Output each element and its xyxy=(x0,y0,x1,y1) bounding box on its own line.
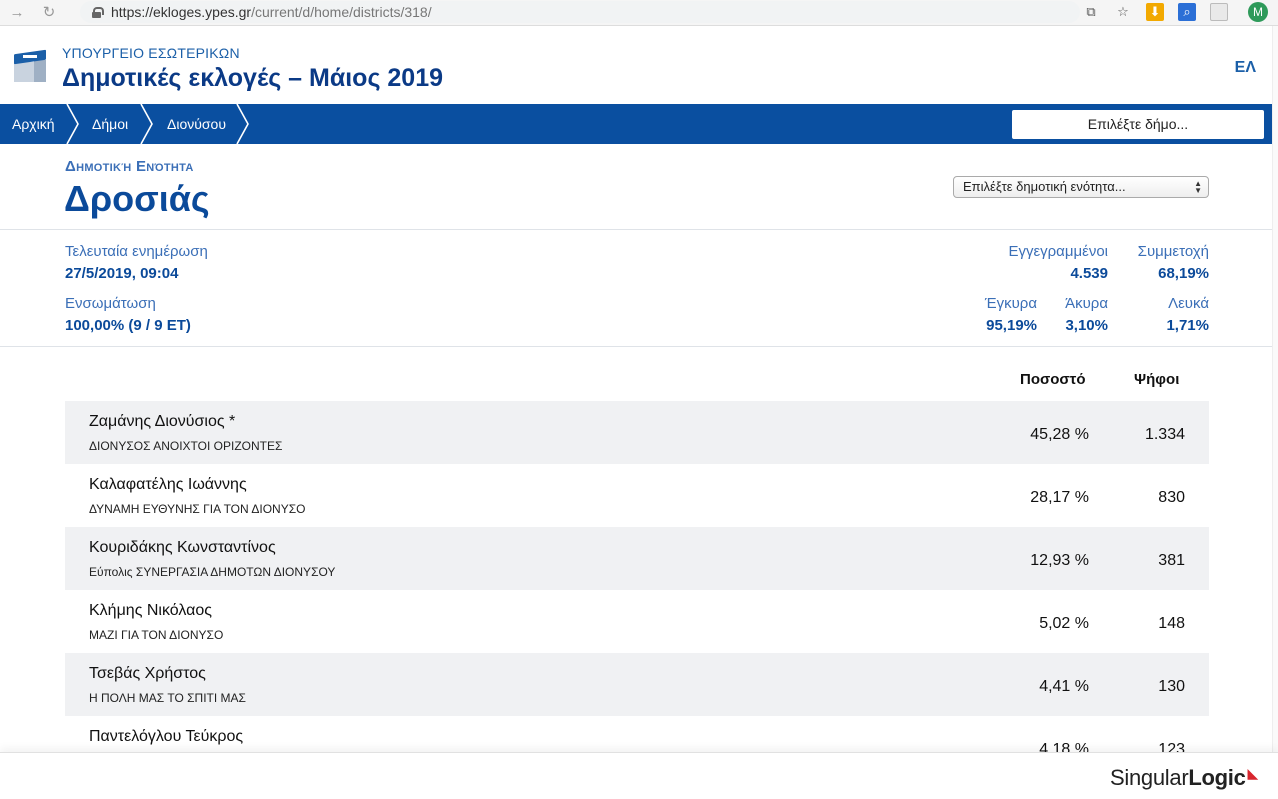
summary-stats: Τελευταία ενημέρωση 27/5/2019, 09:04 Ενσ… xyxy=(0,230,1278,347)
select-arrows-icon: ▲ ▼ xyxy=(1194,179,1202,195)
unit-select-value: Επιλέξτε δημοτική ενότητα... xyxy=(963,179,1126,194)
vote-count: 130 xyxy=(1158,678,1185,695)
url-text: https://ekloges.ypes.gr/current/d/home/d… xyxy=(111,4,432,20)
candidate-name: Τσεβάς Χρήστος xyxy=(89,665,206,682)
column-header-votes: Ψήφοι xyxy=(1134,371,1180,388)
download-extension-icon[interactable]: ⬇ xyxy=(1146,3,1164,21)
search-extension-icon[interactable]: ⌕ xyxy=(1178,3,1196,21)
table-row[interactable]: Ζαμάνης Διονύσιος * ΔΙΟΝΥΣΟΣ ΑΝΟΙΧΤΟΙ ΟΡ… xyxy=(65,401,1209,464)
column-header-percentage: Ποσοστό xyxy=(1020,371,1086,388)
party-name: Εύπολις ΣΥΝΕΡΓΑΣΙΑ ΔΗΜΟΤΩΝ ΔΙΟΝΥΣΟΥ xyxy=(89,565,336,579)
vote-count: 830 xyxy=(1158,489,1185,506)
vote-percentage: 45,28 % xyxy=(1030,426,1089,443)
star-icon[interactable]: ☆ xyxy=(1117,4,1129,19)
registered-value: 4.539 xyxy=(1070,265,1108,282)
valid-value: 95,19% xyxy=(986,317,1037,334)
image-extension-icon[interactable] xyxy=(1210,3,1228,21)
breadcrumb-current-municipality[interactable]: Διονύσου xyxy=(167,116,226,132)
address-bar[interactable]: https://ekloges.ypes.gr/current/d/home/d… xyxy=(80,1,1080,23)
party-name: ΔΙΟΝΥΣΟΣ ΑΝΟΙΧΤΟΙ ΟΡΙΖΟΝΤΕΣ xyxy=(89,439,283,453)
reload-icon[interactable]: ↻ xyxy=(42,3,56,21)
unit-select[interactable]: Επιλέξτε δημοτική ενότητα... ▲ ▼ xyxy=(953,176,1209,198)
profile-avatar[interactable]: M xyxy=(1248,2,1268,22)
translate-icon[interactable]: ⧉ xyxy=(1086,4,1096,19)
candidate-name: Καλαφατέλης Ιωάννης xyxy=(89,476,247,493)
party-name: ΔΥΝΑΜΗ ΕΥΘΥΝΗΣ ΓΙΑ ΤΟΝ ΔΙΟΝΥΣΟ xyxy=(89,502,306,516)
candidate-name: Ζαμάνης Διονύσιος * xyxy=(89,413,236,430)
invalid-value: 3,10% xyxy=(1065,317,1108,334)
municipality-select[interactable]: Επιλέξτε δήμο... xyxy=(1012,110,1264,139)
brand-part-singular: Singular xyxy=(1110,765,1189,790)
integration-value: 100,00% (9 / 9 ΕΤ) xyxy=(65,317,191,334)
vote-count: 381 xyxy=(1158,552,1185,569)
ministry-name: ΥΠΟΥΡΓΕΙΟ ΕΣΩΤΕΡΙΚΩΝ xyxy=(62,45,240,61)
party-name: ΜΑΖΙ ΓΙΑ ΤΟΝ ΔΙΟΝΥΣΟ xyxy=(89,628,224,642)
breadcrumb-home[interactable]: Αρχική xyxy=(12,116,55,132)
brand-mark-icon: ◣ xyxy=(1247,765,1259,781)
breadcrumb-chevron-icon xyxy=(236,104,250,144)
registered-label: Εγγεγραμμένοι xyxy=(1008,243,1108,260)
results-rows: Ζαμάνης Διονύσιος * ΔΙΟΝΥΣΟΣ ΑΝΟΙΧΤΟΙ ΟΡ… xyxy=(65,401,1209,779)
browser-toolbar: → ↻ https://ekloges.ypes.gr/current/d/ho… xyxy=(0,0,1278,26)
candidate-name: Κλήμης Νικόλαος xyxy=(89,602,212,619)
table-row[interactable]: Καλαφατέλης Ιωάννης ΔΥΝΑΜΗ ΕΥΘΥΝΗΣ ΓΙΑ Τ… xyxy=(65,464,1209,527)
singularlogic-logo[interactable]: SingularLogic ◣ xyxy=(1110,765,1258,791)
vote-count: 1.334 xyxy=(1144,426,1185,443)
blank-value: 1,71% xyxy=(1166,317,1209,334)
breadcrumb: Αρχική Δήμοι Διονύσου Επιλέξτε δήμο... xyxy=(0,104,1278,144)
footer: SingularLogic ◣ xyxy=(0,752,1278,799)
vote-percentage: 5,02 % xyxy=(1039,615,1089,632)
language-switch[interactable]: ΕΛ xyxy=(1234,59,1256,76)
integration-label: Ενσωμάτωση xyxy=(65,295,156,312)
site-header: ΥΠΟΥΡΓΕΙΟ ΕΣΩΤΕΡΙΚΩΝ Δημοτικές εκλογές –… xyxy=(0,26,1278,104)
lock-icon xyxy=(92,6,104,18)
unit-heading: Δημοτική Ενότητα Δροσιάς Επιλέξτε δημοτι… xyxy=(0,144,1278,230)
turnout-label: Συμμετοχή xyxy=(1137,243,1209,260)
last-update-value: 27/5/2019, 09:04 xyxy=(65,265,179,282)
vote-percentage: 28,17 % xyxy=(1030,489,1089,506)
invalid-label: Άκυρα xyxy=(1065,295,1108,312)
election-title[interactable]: Δημοτικές εκλογές – Μάιος 2019 xyxy=(62,64,444,92)
unit-type-label: Δημοτική Ενότητα xyxy=(65,158,194,175)
page-scrollbar[interactable] xyxy=(1272,26,1278,752)
table-row[interactable]: Κουριδάκης Κωνσταντίνος Εύπολις ΣΥΝΕΡΓΑΣ… xyxy=(65,527,1209,590)
blank-label: Λευκά xyxy=(1168,295,1209,312)
breadcrumb-municipalities[interactable]: Δήμοι xyxy=(92,116,129,132)
table-row[interactable]: Τσεβάς Χρήστος Η ΠΟΛΗ ΜΑΣ ΤΟ ΣΠΙΤΙ ΜΑΣ 4… xyxy=(65,653,1209,716)
forward-arrow-icon[interactable]: → xyxy=(9,3,25,21)
party-name: Η ΠΟΛΗ ΜΑΣ ΤΟ ΣΠΙΤΙ ΜΑΣ xyxy=(89,691,246,705)
valid-label: Έγκυρα xyxy=(984,295,1037,312)
breadcrumb-chevron-icon xyxy=(140,104,154,144)
candidate-name: Παντελόγλου Τεύκρος xyxy=(89,728,244,745)
ballot-box-logo-icon[interactable] xyxy=(14,49,46,84)
breadcrumb-chevron-icon xyxy=(66,104,80,144)
table-row[interactable]: Κλήμης Νικόλαος ΜΑΖΙ ΓΙΑ ΤΟΝ ΔΙΟΝΥΣΟ 5,0… xyxy=(65,590,1209,653)
last-update-label: Τελευταία ενημέρωση xyxy=(65,243,208,260)
unit-name: Δροσιάς xyxy=(64,178,210,219)
vote-percentage: 12,93 % xyxy=(1030,552,1089,569)
brand-part-logic: Logic xyxy=(1188,765,1246,790)
turnout-value: 68,19% xyxy=(1158,265,1209,282)
candidate-name: Κουριδάκης Κωνσταντίνος xyxy=(89,539,276,556)
vote-percentage: 4,41 % xyxy=(1039,678,1089,695)
vote-count: 148 xyxy=(1158,615,1185,632)
